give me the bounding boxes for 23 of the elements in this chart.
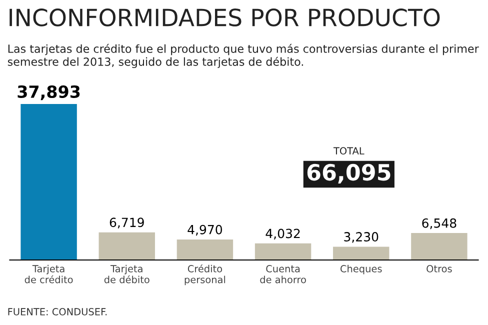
data-label: 37,893	[18, 85, 80, 100]
data-label: 6,548	[422, 218, 456, 230]
annotation: TOTAL	[333, 147, 364, 155]
bar	[411, 233, 468, 260]
bar	[254, 243, 312, 260]
x-tick-label: Cheques	[340, 264, 382, 274]
chart-title: INCONFORMIDADES POR PRODUCTO	[10, 8, 440, 26]
bar	[98, 232, 155, 260]
data-label: 4,032	[266, 228, 300, 240]
x-tick-label: Otros	[426, 265, 452, 272]
x-tick-label: Crédito personal	[184, 264, 226, 286]
annotation: 66,095	[307, 164, 390, 184]
data-label: 3,230	[344, 232, 378, 243]
bar	[333, 246, 390, 260]
x-tick-label: Tarjeta de crédito	[24, 264, 73, 284]
source-note: FUENTE: CONDUSEF.	[8, 308, 107, 316]
data-label: 6,719	[110, 218, 144, 228]
x-tick-label: Tarjeta de débito	[104, 264, 150, 284]
data-label: 4,970	[188, 224, 222, 236]
bar	[176, 240, 234, 260]
bar	[20, 104, 77, 260]
chart-subtitle: Las tarjetas de crédito fue el producto que tuvo más controversias durante el primer semestre del 2013, seguido de las tarjetas de débito.	[8, 44, 479, 68]
x-tick-label: Cuenta de ahorro	[260, 265, 306, 284]
